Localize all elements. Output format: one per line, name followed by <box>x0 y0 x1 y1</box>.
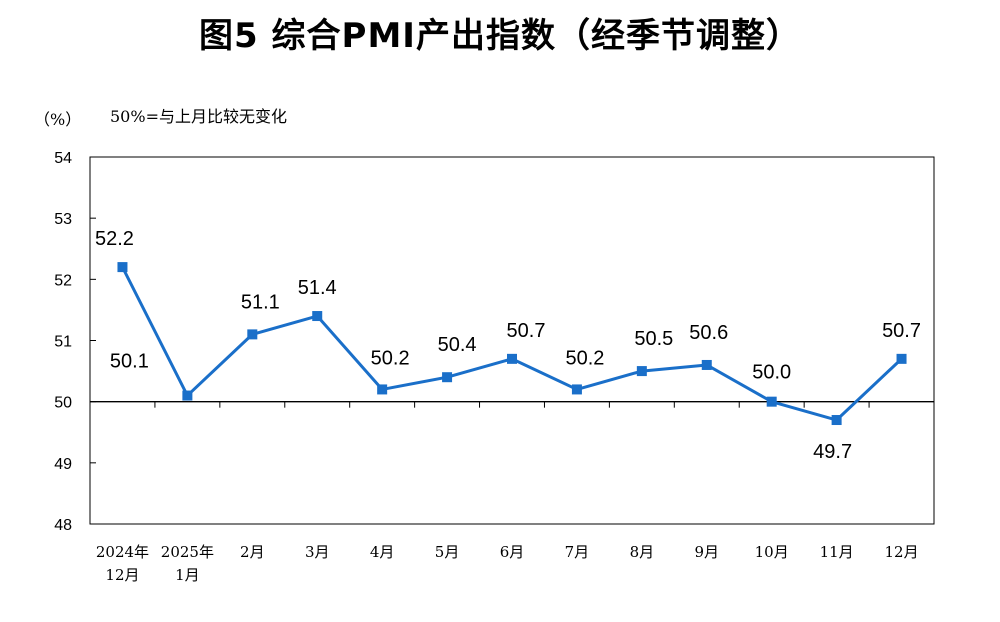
data-point <box>701 359 712 370</box>
data-point <box>831 415 842 426</box>
data-point <box>247 329 258 340</box>
y-tick-label: 53 <box>54 211 72 228</box>
data-label: 50.2 <box>371 347 410 369</box>
y-tick-label: 49 <box>54 456 72 473</box>
chart-note: 50%=与上月比较无变化 <box>110 107 287 126</box>
x-tick-label: 2025年 1月 <box>161 543 214 584</box>
x-tick-label: 11月 <box>820 543 854 561</box>
data-point <box>766 396 777 407</box>
data-point <box>571 384 582 395</box>
data-point <box>442 372 453 383</box>
data-label: 50.6 <box>689 322 728 344</box>
x-tick-label: 10月 <box>755 543 789 561</box>
data-point <box>377 384 388 395</box>
data-point <box>117 262 128 273</box>
x-tick-label: 2月 <box>240 543 265 561</box>
y-axis-unit: （%） <box>34 110 82 129</box>
data-label: 51.1 <box>241 291 280 313</box>
chart-title: 图5 综合PMI产出指数（经季节调整） <box>199 16 801 56</box>
x-tick-label: 4月 <box>370 543 395 561</box>
data-label: 50.5 <box>634 328 673 350</box>
x-tick-label: 5月 <box>435 543 460 561</box>
x-tick-label: 8月 <box>630 543 655 561</box>
y-tick-label: 52 <box>54 272 72 289</box>
x-tick-label: 3月 <box>305 543 330 561</box>
data-point <box>636 366 647 377</box>
x-tick-label: 2024年 12月 <box>96 543 149 584</box>
y-tick-label: 51 <box>54 334 72 351</box>
data-label: 52.2 <box>95 228 134 250</box>
data-label: 50.0 <box>752 362 791 384</box>
y-tick-label: 48 <box>54 517 72 534</box>
data-point <box>896 353 907 364</box>
x-tick-label: 7月 <box>565 543 590 561</box>
data-label: 50.7 <box>507 320 546 342</box>
data-label: 51.4 <box>298 277 337 299</box>
x-tick-label: 6月 <box>500 543 525 561</box>
data-point <box>182 390 193 401</box>
data-label: 50.7 <box>882 320 921 342</box>
y-tick-label: 50 <box>54 395 72 412</box>
data-label: 50.4 <box>438 334 477 356</box>
data-point <box>507 353 517 364</box>
data-label: 50.1 <box>110 351 149 373</box>
series-line <box>121 266 903 422</box>
data-label: 50.2 <box>565 347 604 369</box>
data-point <box>312 311 323 322</box>
x-tick-label: 9月 <box>694 543 719 561</box>
y-tick-label: 54 <box>54 150 72 167</box>
x-tick-label: 12月 <box>884 543 918 561</box>
data-label: 49.7 <box>813 441 852 463</box>
